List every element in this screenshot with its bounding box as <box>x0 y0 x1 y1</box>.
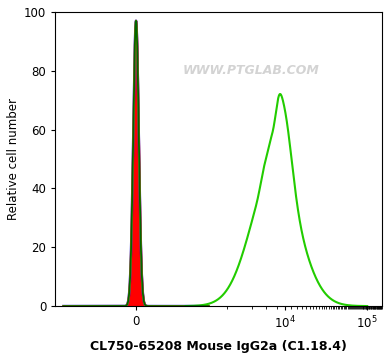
Text: WWW.PTGLAB.COM: WWW.PTGLAB.COM <box>183 64 320 77</box>
X-axis label: CL750-65208 Mouse IgG2a (C1.18.4): CL750-65208 Mouse IgG2a (C1.18.4) <box>90 340 347 353</box>
Y-axis label: Relative cell number: Relative cell number <box>7 98 20 220</box>
